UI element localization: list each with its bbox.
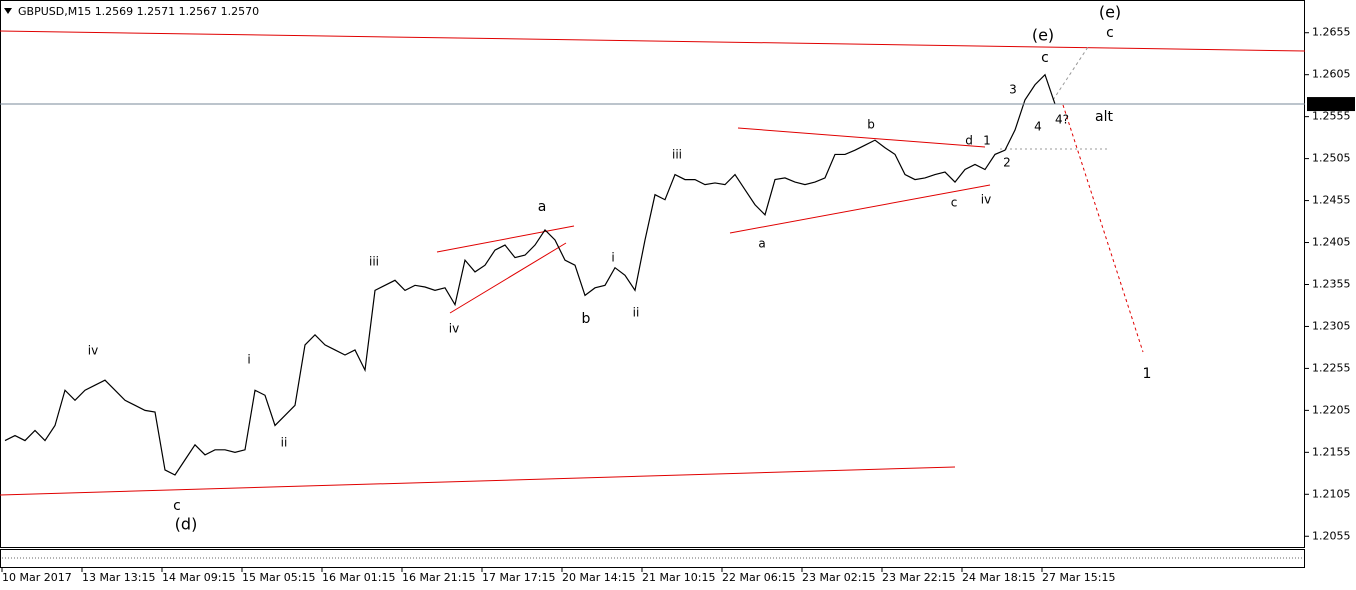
wave-label: c xyxy=(1106,25,1114,41)
projection-line xyxy=(1052,46,1089,101)
y-tick-label: 1.2355 xyxy=(1312,277,1351,290)
wave-label: ii xyxy=(281,436,288,450)
wave-label: c xyxy=(951,196,958,210)
menu-arrow[interactable] xyxy=(4,8,12,14)
wave-label: (e) xyxy=(1099,3,1121,22)
trend-line xyxy=(449,242,567,314)
y-tick-label: 1.2205 xyxy=(1312,403,1351,416)
y-tick-label: 1.2305 xyxy=(1312,319,1351,332)
trend-line xyxy=(436,225,575,253)
wave-label: iv xyxy=(449,322,459,336)
wave-label: c xyxy=(173,498,181,514)
x-tick-label: 17 Mar 17:15 xyxy=(482,571,555,584)
price-line xyxy=(4,73,1056,476)
trend-line xyxy=(737,127,986,148)
x-tick-label: 21 Mar 10:15 xyxy=(642,571,715,584)
wave-label: 1 xyxy=(983,134,991,148)
y-tick-label: 1.2655 xyxy=(1312,26,1351,39)
x-tick-label: 27 Mar 15:15 xyxy=(1042,571,1115,584)
x-tick-label: 16 Mar 21:15 xyxy=(402,571,475,584)
wave-label: 2 xyxy=(1003,156,1011,170)
y-tick-label: 1.2555 xyxy=(1312,110,1351,123)
y-tick-label: 1.2605 xyxy=(1312,68,1351,81)
wave-label: b xyxy=(867,118,875,132)
wave-label: c xyxy=(1041,50,1049,66)
last-price-label: 1.2570 xyxy=(1312,97,1351,110)
indicator-frame xyxy=(0,549,1305,568)
x-tick-label: 10 Mar 2017 xyxy=(2,571,72,584)
trend-line xyxy=(0,466,956,496)
wave-label: a xyxy=(758,237,765,251)
wave-label: 4? xyxy=(1055,113,1069,127)
wave-label: iv xyxy=(88,344,98,358)
wave-label: 3 xyxy=(1009,83,1017,97)
last-price-box xyxy=(1307,97,1355,112)
x-tick-label: 23 Mar 22:15 xyxy=(882,571,955,584)
x-tick-label: 24 Mar 18:15 xyxy=(962,571,1035,584)
projection-line xyxy=(1062,104,1144,353)
wave-label: b xyxy=(582,311,591,327)
wave-label: a xyxy=(538,199,547,215)
x-tick-label: 16 Mar 01:15 xyxy=(322,571,395,584)
y-tick-label: 1.2505 xyxy=(1312,152,1351,165)
wave-label: iii xyxy=(369,255,379,269)
x-tick-label: 14 Mar 09:15 xyxy=(162,571,235,584)
y-tick-label: 1.2055 xyxy=(1312,529,1351,542)
wave-label: ii xyxy=(633,306,640,320)
wave-label: alt xyxy=(1095,109,1113,125)
y-tick-label: 1.2155 xyxy=(1312,445,1351,458)
wave-label: 4 xyxy=(1034,120,1042,134)
trend-line xyxy=(729,184,991,234)
wave-label: (d) xyxy=(175,515,198,534)
wave-label: 1 xyxy=(1143,366,1152,382)
x-tick-label: 13 Mar 13:15 xyxy=(82,571,155,584)
wave-label: i xyxy=(611,251,614,265)
x-tick-label: 15 Mar 05:15 xyxy=(242,571,315,584)
x-tick-label: 20 Mar 14:15 xyxy=(562,571,635,584)
wave-label: (e) xyxy=(1032,26,1054,45)
y-tick-label: 1.2455 xyxy=(1312,194,1351,207)
y-tick-label: 1.2405 xyxy=(1312,236,1351,249)
annotations: iv i ii c (d) iii iv a b i ii iii a b c … xyxy=(88,3,1152,534)
plot-frame xyxy=(0,0,1305,548)
x-tick-label: 23 Mar 02:15 xyxy=(802,571,875,584)
wave-label: iii xyxy=(672,148,682,162)
y-tick-label: 1.2105 xyxy=(1312,487,1351,500)
wave-label: iv xyxy=(981,193,991,207)
wave-label: i xyxy=(247,353,250,367)
x-tick-label: 22 Mar 06:15 xyxy=(722,571,795,584)
wave-label: d xyxy=(965,134,973,148)
chart-title: GBPUSD,M15 1.2569 1.2571 1.2567 1.2570 xyxy=(18,5,259,18)
y-tick-label: 1.2255 xyxy=(1312,361,1351,374)
